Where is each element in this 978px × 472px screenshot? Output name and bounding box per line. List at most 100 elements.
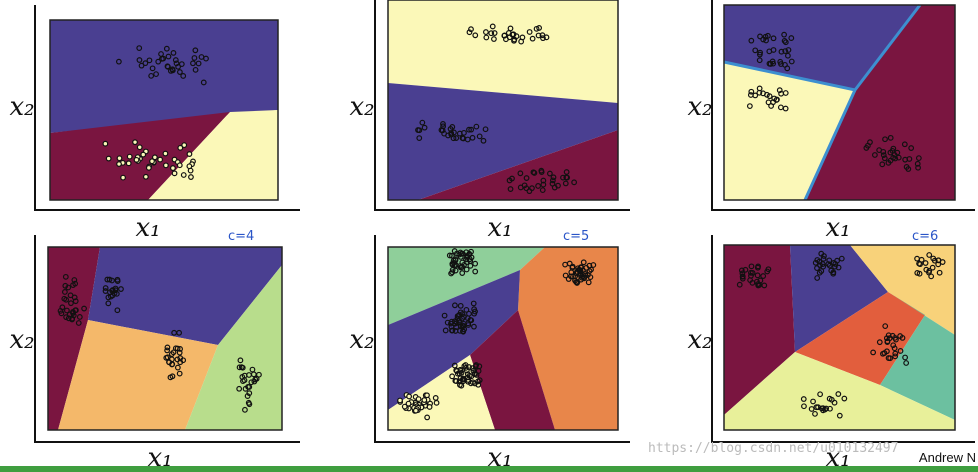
point	[459, 270, 466, 276]
point	[246, 401, 253, 408]
point	[466, 29, 473, 36]
point	[511, 37, 517, 44]
point	[763, 37, 769, 44]
point	[468, 26, 474, 33]
point	[178, 61, 185, 68]
point	[755, 282, 762, 289]
point	[526, 29, 533, 35]
point	[480, 137, 487, 144]
point	[68, 300, 74, 307]
point	[897, 348, 904, 354]
point	[176, 162, 183, 169]
point	[778, 48, 785, 55]
point	[177, 359, 184, 366]
point	[586, 268, 593, 274]
point	[762, 33, 769, 40]
point	[61, 295, 68, 302]
point	[472, 32, 479, 39]
point	[81, 305, 87, 312]
point	[501, 32, 508, 39]
panel	[34, 5, 300, 211]
point	[929, 264, 936, 271]
point	[421, 124, 428, 131]
point	[170, 50, 177, 56]
panel	[711, 0, 975, 211]
point	[146, 57, 153, 64]
point	[165, 53, 172, 60]
point	[748, 88, 755, 95]
x-axis-label: x₁	[135, 213, 160, 243]
point	[470, 300, 477, 307]
point	[177, 346, 183, 352]
point	[538, 167, 545, 174]
point	[540, 177, 547, 184]
point	[817, 391, 824, 398]
point	[897, 333, 904, 339]
point	[881, 350, 888, 356]
point	[460, 328, 466, 335]
point	[892, 155, 899, 162]
point	[876, 339, 883, 346]
point	[814, 275, 821, 281]
panel	[374, 0, 630, 211]
point	[507, 186, 514, 192]
point	[120, 174, 126, 181]
point	[449, 327, 455, 334]
point	[472, 260, 479, 267]
point	[449, 266, 456, 273]
point	[421, 397, 428, 403]
point	[826, 395, 833, 402]
point	[469, 134, 476, 141]
point	[563, 169, 570, 175]
point	[902, 156, 909, 163]
point	[902, 354, 908, 361]
point	[111, 290, 118, 296]
point	[901, 141, 908, 148]
point	[738, 267, 745, 274]
point	[181, 142, 188, 149]
point	[118, 286, 124, 292]
point	[822, 406, 828, 413]
point	[424, 414, 431, 421]
point	[871, 152, 878, 158]
point	[472, 268, 479, 275]
point	[742, 266, 749, 273]
point	[454, 313, 461, 320]
point	[140, 151, 147, 158]
point	[433, 399, 440, 406]
point	[453, 367, 460, 374]
point	[523, 175, 530, 181]
point	[549, 177, 556, 184]
point	[170, 349, 177, 356]
point	[817, 262, 823, 269]
point	[752, 47, 759, 54]
point	[452, 302, 458, 309]
point	[200, 79, 207, 86]
point	[816, 269, 823, 276]
point	[116, 161, 122, 167]
point	[186, 163, 193, 170]
point	[915, 155, 922, 162]
point	[475, 381, 482, 388]
point	[819, 261, 826, 267]
point	[456, 130, 463, 137]
point	[469, 379, 476, 386]
point	[151, 154, 158, 161]
point	[782, 39, 789, 46]
point	[892, 350, 899, 357]
point	[529, 35, 536, 42]
point	[766, 48, 773, 55]
point	[510, 31, 517, 38]
point	[58, 310, 65, 317]
point	[764, 268, 771, 275]
point	[882, 136, 888, 143]
point	[432, 394, 439, 401]
point	[739, 275, 746, 282]
point	[149, 65, 156, 72]
point	[71, 277, 78, 283]
point	[565, 276, 572, 282]
point	[830, 260, 837, 266]
point	[114, 278, 121, 284]
point	[585, 279, 592, 286]
point	[739, 273, 746, 280]
